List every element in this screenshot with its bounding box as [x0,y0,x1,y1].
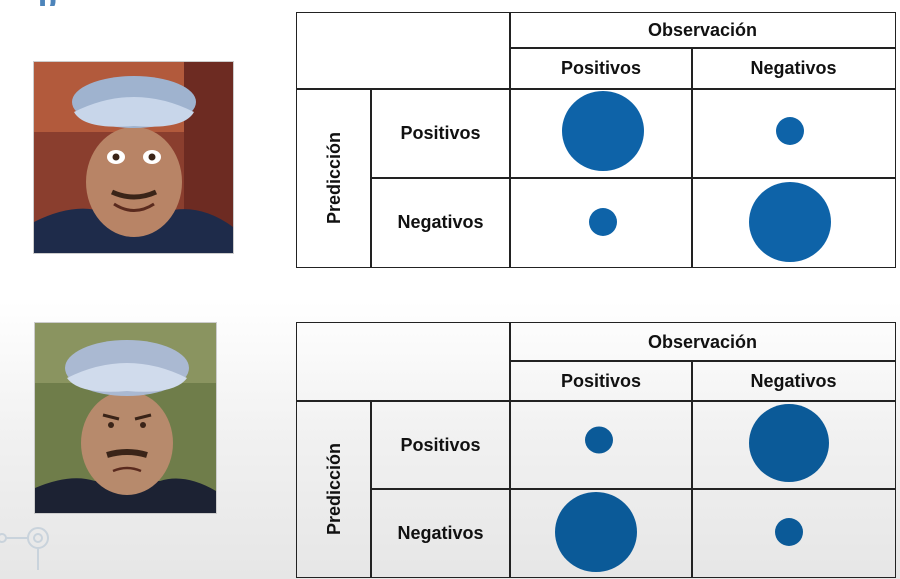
dot-false-positive-small [776,117,804,145]
dot-true-positive-large [562,91,644,171]
observation-header-cell [509,322,896,362]
col-header-cell [691,47,896,90]
row-label-negativos: Negativos [397,522,484,543]
confusion-matrix-1: Observación Positivos Negativos Predicci… [296,12,896,268]
col-label-negativos: Negativos [750,370,837,391]
matrix-cell [509,488,693,578]
row-header-cell [370,88,511,179]
matrix-cell [691,88,896,179]
col-label-positivos: Positivos [560,370,642,391]
col-header-cell [509,47,693,90]
matrix-cell [509,400,693,490]
observation-header-cell [509,12,896,49]
photo-frowning-man [34,322,217,514]
observation-label: Observación [647,20,758,40]
row-label-positivos: Positivos [400,123,481,143]
dot-true-negative-small [775,518,803,546]
dot-false-positive-large [749,404,829,482]
corner-cell [296,322,511,402]
col-header-cell [509,360,693,402]
matrix-cell [509,177,693,268]
col-label-positivos: Positivos [560,58,642,78]
prediction-label: Predicción [323,131,344,225]
slide-title-fragment: p [38,0,59,6]
confusion-matrix-2: Observación Positivos Negativos Predicci… [296,322,896,578]
dot-true-positive-small [585,426,613,454]
photo-smiling-man [33,61,234,254]
row-label-positivos: Positivos [400,434,481,455]
matrix-cell [691,400,896,490]
dot-true-negative-large [749,182,831,262]
corner-cell [296,12,511,90]
matrix-cell [691,488,896,578]
observation-label: Observación [647,331,758,352]
row-header-cell [370,488,511,578]
row-header-cell [370,400,511,490]
col-label-negativos: Negativos [750,58,837,78]
row-header-cell [370,177,511,268]
matrix-cell [691,177,896,268]
prediction-label: Predicción [323,442,344,536]
molecule-decoration-icon [0,527,49,570]
matrix-cell [509,88,693,179]
row-label-negativos: Negativos [397,212,484,232]
dot-false-negative-large [555,492,637,572]
dot-false-negative-small [589,208,617,236]
col-header-cell [691,360,896,402]
